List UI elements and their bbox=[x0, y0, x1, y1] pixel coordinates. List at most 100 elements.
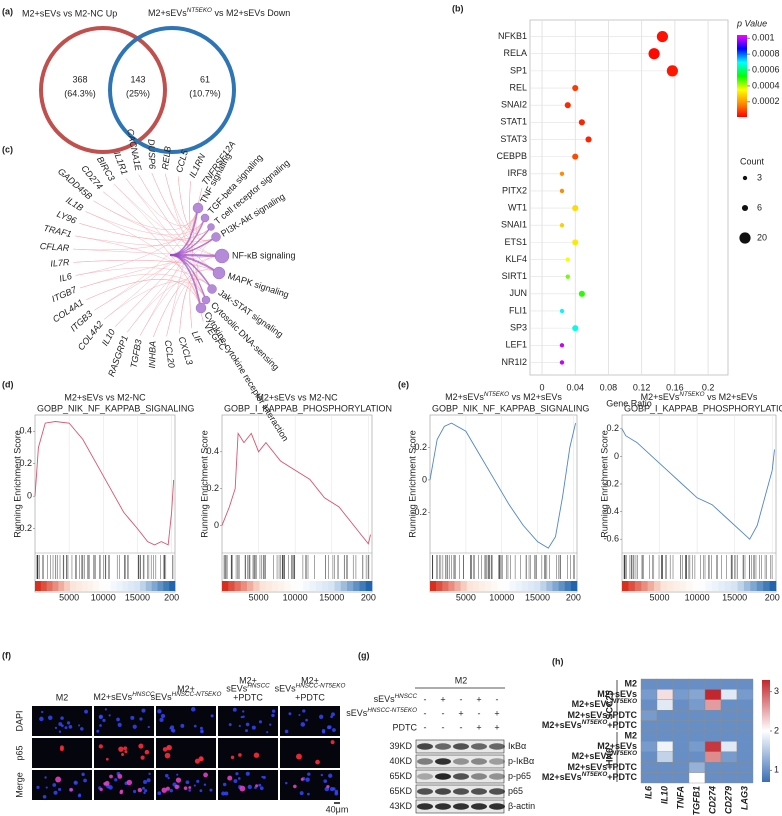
heat-cell bbox=[720, 678, 738, 690]
rank-strip bbox=[634, 581, 642, 591]
y-tick-label: -0.2 bbox=[603, 478, 619, 488]
nucleus bbox=[271, 709, 276, 713]
heat-cell bbox=[656, 772, 674, 784]
blot-band bbox=[489, 788, 505, 795]
superscript: NT5EKO bbox=[187, 7, 212, 14]
micrograph bbox=[218, 738, 278, 768]
nucleus bbox=[209, 788, 213, 792]
y-tick-label: -0.4 bbox=[603, 506, 619, 516]
nucleus bbox=[245, 729, 249, 733]
p65-signal bbox=[295, 753, 302, 760]
rank-strip bbox=[284, 581, 292, 591]
rank-strip bbox=[151, 581, 158, 591]
x-tick-label: 10000 bbox=[685, 592, 710, 602]
heat-cell bbox=[736, 762, 754, 773]
x-tick-label: 15000 bbox=[525, 592, 550, 602]
text-part: M2+sEVs bbox=[572, 751, 612, 761]
p65-signal bbox=[188, 786, 192, 789]
p65-signal bbox=[140, 755, 145, 760]
rank-strip bbox=[673, 581, 681, 591]
nucleus bbox=[258, 783, 262, 787]
heat-cell bbox=[736, 772, 754, 784]
heat-cell bbox=[736, 710, 754, 721]
p65-signal bbox=[293, 784, 297, 789]
p65-signal bbox=[164, 752, 171, 759]
heat-cell bbox=[656, 710, 674, 721]
treatment-sign: - bbox=[442, 708, 445, 718]
dot bbox=[656, 30, 669, 43]
y-tick-label: SNAI2 bbox=[501, 100, 527, 110]
venn-percent: (25%) bbox=[126, 88, 150, 98]
network-edge bbox=[73, 217, 206, 251]
treatment-sign: - bbox=[424, 694, 427, 704]
row-label: M2+sEVsNT5EKO+PDTC bbox=[542, 719, 638, 730]
superscript: HNSCC-NT5EKO bbox=[172, 691, 222, 698]
text-part: M2+sEVs bbox=[542, 720, 582, 730]
rank-strip bbox=[460, 581, 468, 591]
nucleus bbox=[53, 790, 58, 795]
condition-label: sEVsHNSCC-NT5EKO bbox=[275, 683, 346, 694]
y-tick-label: 0.2 bbox=[414, 442, 427, 452]
band-size: 43KD bbox=[389, 801, 412, 811]
heat-cell bbox=[736, 689, 754, 701]
network-edge bbox=[127, 236, 217, 333]
x-tick-label: 0.2 bbox=[702, 382, 715, 392]
venn-circle bbox=[108, 26, 236, 154]
colorbar bbox=[762, 680, 770, 782]
rank-strip bbox=[52, 581, 59, 591]
rank-strip bbox=[436, 581, 443, 591]
rank-strip bbox=[278, 581, 285, 591]
rank-strip bbox=[699, 581, 706, 591]
heat-cell bbox=[656, 689, 674, 701]
heat-cell bbox=[640, 762, 658, 773]
p65-signal bbox=[255, 784, 259, 788]
treatment-sign: + bbox=[476, 722, 481, 732]
x-tick-label: 15000 bbox=[125, 592, 150, 602]
nucleus bbox=[141, 708, 146, 713]
p65-signal bbox=[121, 753, 125, 757]
nucleus bbox=[299, 791, 304, 796]
rank-strip bbox=[521, 581, 529, 591]
venn-percent: (64.3%) bbox=[64, 88, 96, 98]
nucleus bbox=[238, 724, 241, 728]
dot bbox=[585, 136, 592, 143]
group-label: HN6 bbox=[604, 748, 614, 766]
gene-label: LIF bbox=[190, 329, 205, 346]
rank-strip bbox=[247, 581, 254, 591]
colorbar bbox=[737, 35, 747, 117]
nucleus bbox=[45, 786, 48, 789]
chart-subtitle: GOBP_NIK_NF_KAPPAB_SIGNALING bbox=[432, 403, 589, 413]
rank-strip bbox=[70, 581, 77, 591]
blot-band bbox=[417, 803, 433, 810]
pathway-node bbox=[207, 284, 217, 294]
text-part: sEVs bbox=[346, 708, 368, 718]
pathway-label: NF-κB signaling bbox=[232, 250, 296, 260]
pathway-node bbox=[192, 202, 204, 214]
blot-band bbox=[417, 758, 433, 765]
enrichment-line bbox=[621, 428, 775, 540]
nucleus bbox=[201, 730, 204, 733]
blot-band bbox=[435, 788, 451, 795]
heat-cell bbox=[640, 720, 658, 732]
text-part: sEVs bbox=[275, 684, 297, 694]
rank-strip bbox=[666, 581, 674, 591]
y-tick-label: SIRT1 bbox=[502, 271, 527, 281]
treatment-sign: + bbox=[494, 722, 499, 732]
dot bbox=[648, 48, 660, 60]
rank-strip bbox=[509, 581, 517, 591]
network-edge bbox=[127, 278, 213, 333]
gene-label: LY96 bbox=[55, 209, 77, 226]
rank-strip bbox=[75, 581, 82, 591]
blot-band bbox=[435, 743, 451, 750]
network-edge bbox=[125, 178, 199, 226]
rank-strip bbox=[534, 581, 541, 591]
nucleus bbox=[160, 713, 166, 719]
nucleus bbox=[224, 791, 229, 796]
treatment-sign: + bbox=[458, 708, 463, 718]
p65-signal bbox=[238, 753, 242, 757]
enrichment-line bbox=[221, 431, 371, 545]
rank-strip bbox=[641, 581, 648, 591]
text-part: M2+sEVs bbox=[542, 772, 582, 782]
scale-bar-label: 40μm bbox=[326, 804, 349, 814]
network-edge bbox=[153, 269, 220, 338]
